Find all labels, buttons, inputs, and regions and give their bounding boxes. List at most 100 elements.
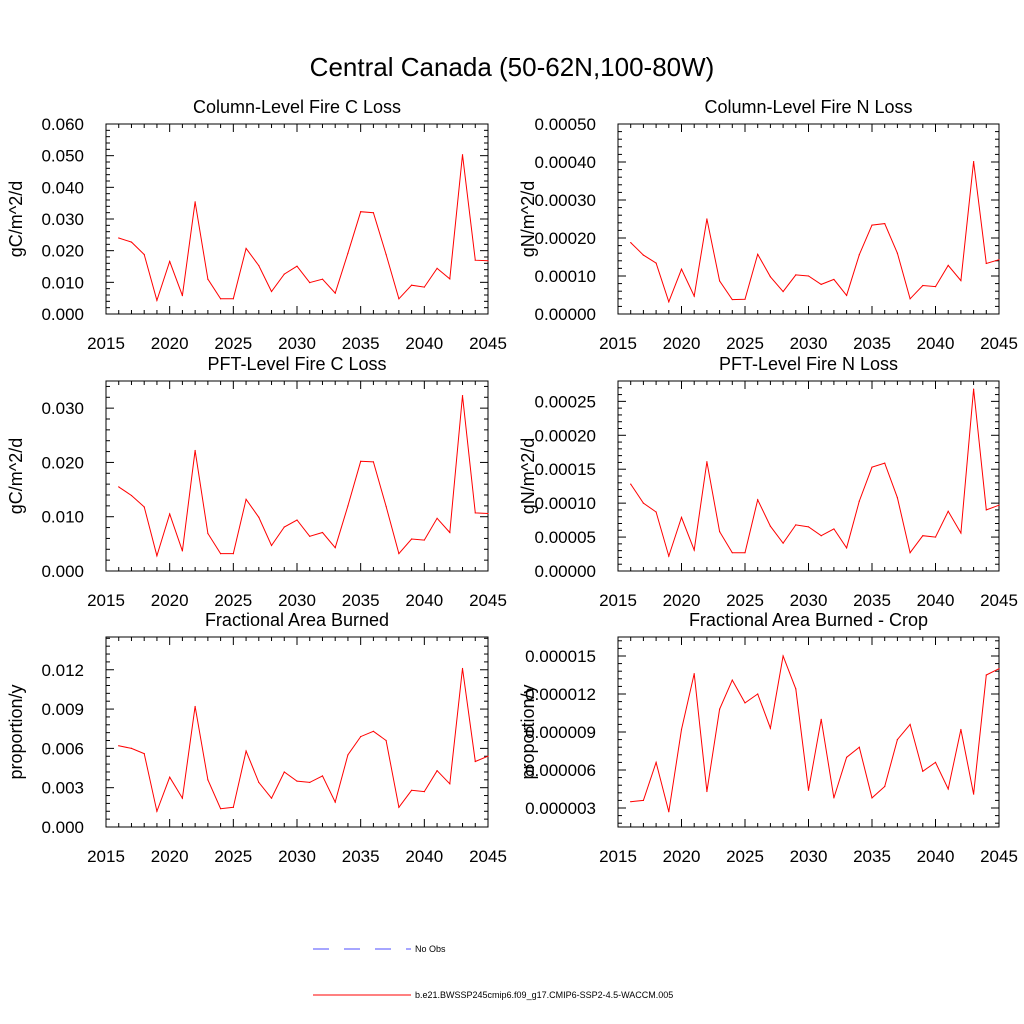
panels: 2015 2020 2025 2030 2035 2040 2045 0.000 0.010 0.… — [6, 97, 1018, 866]
data-point — [118, 237, 120, 239]
data-point — [846, 294, 848, 296]
legend: No Obs b.e21.BWSSP245cmip6.f09_g17.CMIP6-… — [313, 944, 673, 1000]
x-tick-label: 2035 — [853, 847, 891, 866]
data-point — [973, 388, 975, 390]
data-point — [769, 525, 772, 527]
legend-label: b.e21.BWSSP245cmip6.f09_g17.CMIP6-SSP2-4… — [415, 990, 673, 1000]
series-line — [118, 395, 489, 558]
data-point — [258, 264, 260, 267]
y-axis-label: proportion/y — [518, 684, 538, 779]
data-point — [334, 547, 336, 549]
data-point — [296, 519, 298, 521]
data-point — [807, 526, 810, 528]
data-point — [118, 745, 120, 747]
y-tick-label: 0.00020 — [535, 229, 596, 248]
data-point — [449, 531, 451, 534]
x-tick-label: 2020 — [151, 847, 189, 866]
y-tick-label: 0.00015 — [535, 460, 596, 479]
plot-frame — [105, 123, 489, 315]
data-point — [884, 222, 886, 225]
data-point — [385, 739, 387, 742]
data-point — [436, 770, 438, 772]
data-point — [706, 790, 708, 793]
x-tick-label: 2035 — [853, 591, 891, 610]
data-point — [655, 761, 657, 764]
data-point — [896, 739, 899, 741]
x-tick-label: 2015 — [87, 334, 125, 353]
y-tick-label: 0.00000 — [535, 562, 596, 581]
data-point — [947, 264, 949, 266]
data-point — [731, 298, 733, 301]
main-title: Central Canada (50-62N,100-80W) — [310, 52, 715, 82]
y-tick-label: 0.000012 — [525, 685, 596, 704]
y-tick-label: 0.000009 — [525, 723, 596, 742]
data-point — [846, 756, 848, 758]
data-point — [321, 531, 324, 534]
series-line — [118, 668, 489, 814]
data-point — [487, 512, 489, 515]
data-point — [668, 301, 670, 303]
x-tick-label: 2035 — [342, 334, 380, 353]
data-point — [731, 679, 733, 681]
y-tick-label: 0.00010 — [535, 267, 596, 286]
y-tick-label: 0.012 — [41, 661, 84, 680]
data-point — [782, 290, 784, 293]
y-tick-label: 0.060 — [41, 115, 84, 134]
x-tick-label: 2045 — [980, 334, 1018, 353]
data-point — [757, 253, 759, 255]
data-point — [411, 538, 413, 540]
data-point — [934, 536, 937, 538]
data-point — [922, 535, 924, 537]
data-point — [947, 788, 949, 790]
panel-title: Fractional Area Burned - Crop — [689, 610, 928, 630]
data-point — [130, 241, 133, 243]
data-point — [871, 224, 873, 226]
y-tick-label: 0.020 — [41, 242, 84, 261]
x-tick-label: 2045 — [469, 334, 507, 353]
data-point — [668, 555, 670, 557]
data-point — [130, 494, 133, 497]
y-axis-label: gN/m^2/d — [518, 181, 538, 257]
data-point — [220, 298, 222, 300]
data-point — [207, 779, 209, 781]
data-point — [820, 283, 822, 285]
data-point — [461, 395, 464, 397]
data-point — [398, 806, 400, 808]
data-point — [858, 254, 860, 256]
data-point — [998, 668, 1000, 670]
data-point — [360, 735, 362, 738]
y-axis-label: proportion/y — [6, 684, 26, 779]
data-point — [220, 553, 222, 555]
data-point — [487, 755, 489, 757]
data-point — [360, 460, 362, 462]
x-tick-label: 2040 — [917, 334, 955, 353]
series-line — [630, 654, 1000, 812]
y-tick-label: 0.010 — [41, 508, 84, 527]
x-tick-label: 2015 — [87, 591, 125, 610]
x-tick-label: 2025 — [214, 591, 252, 610]
data-point — [668, 811, 670, 813]
y-tick-label: 0.00010 — [535, 494, 596, 513]
data-point — [118, 486, 120, 488]
data-point — [871, 466, 873, 468]
plot-frame — [105, 380, 489, 572]
y-tick-label: 0.000015 — [525, 647, 596, 666]
x-tick-label: 2020 — [151, 334, 189, 353]
data-point — [719, 280, 721, 282]
panel-1: 2015 2020 2025 2030 2035 2040 2045 0.000 0.010 0.… — [6, 97, 507, 353]
data-point — [156, 555, 158, 557]
data-point — [309, 781, 311, 784]
data-point — [309, 282, 311, 284]
data-point — [947, 510, 949, 512]
data-point — [207, 278, 209, 280]
data-point — [960, 728, 962, 731]
y-tick-label: 0.000 — [41, 562, 84, 581]
panel-2: 2015 2020 2025 2030 2035 2040 2045 0.00000 0.000… — [518, 97, 1018, 353]
data-point — [795, 274, 797, 276]
y-tick-label: 0.00020 — [535, 426, 596, 445]
data-point — [347, 754, 349, 756]
data-point — [807, 789, 810, 791]
data-point — [270, 544, 273, 547]
x-tick-label: 2025 — [726, 591, 764, 610]
